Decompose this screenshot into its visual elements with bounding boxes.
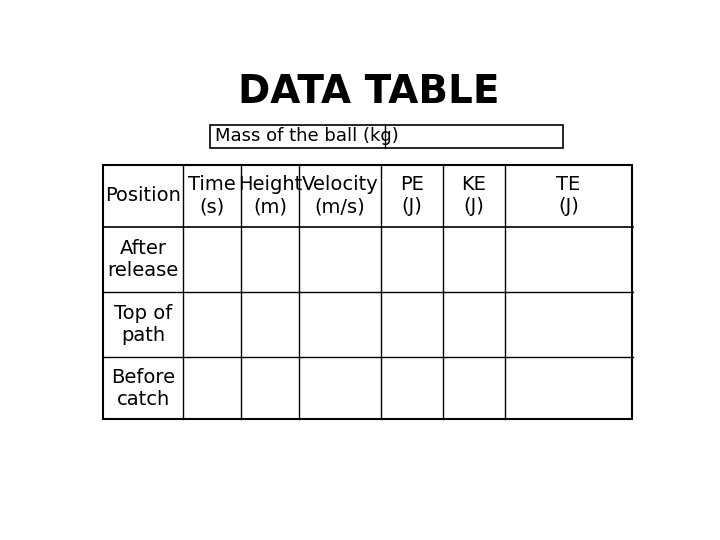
Text: KE
(J): KE (J) — [462, 175, 486, 216]
Text: After
release: After release — [107, 239, 179, 280]
Text: Mass of the ball (kg): Mass of the ball (kg) — [215, 127, 398, 145]
Bar — [210, 125, 563, 148]
Text: Before
catch: Before catch — [111, 368, 175, 409]
Text: PE
(J): PE (J) — [400, 175, 423, 216]
Text: Velocity
(m/s): Velocity (m/s) — [302, 175, 378, 216]
Text: Position: Position — [105, 186, 181, 205]
Text: Height
(m): Height (m) — [238, 175, 302, 216]
Text: DATA TABLE: DATA TABLE — [238, 73, 500, 111]
Text: Time
(s): Time (s) — [188, 175, 236, 216]
Text: TE
(J): TE (J) — [557, 175, 581, 216]
Text: Top of
path: Top of path — [114, 304, 172, 345]
